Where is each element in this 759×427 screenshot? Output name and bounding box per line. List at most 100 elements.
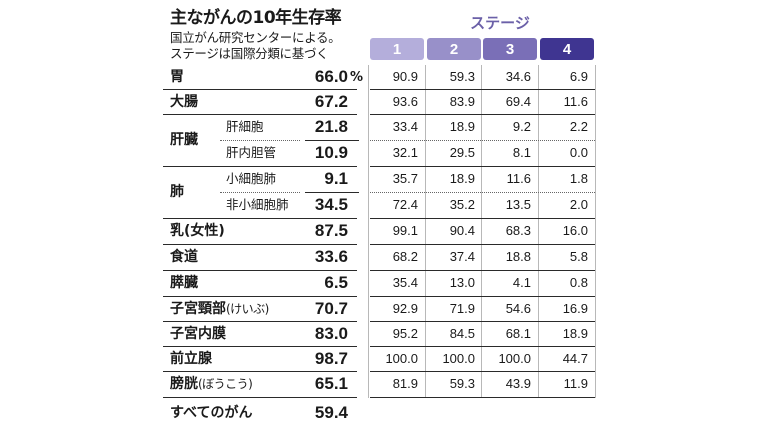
row-divider <box>305 192 359 193</box>
row-divider <box>163 296 357 297</box>
row-divider <box>370 321 595 322</box>
row-label: 前立腺 <box>170 347 212 371</box>
stage-1-value: 90.9 <box>392 69 418 84</box>
stage-2-value: 18.9 <box>449 171 475 186</box>
column-separator <box>595 65 596 398</box>
stage-2-value: 83.9 <box>449 94 475 109</box>
overall-rate: 65.1 <box>314 374 348 393</box>
row-divider-dotted <box>370 192 595 193</box>
stage-3-value: 68.3 <box>505 223 531 238</box>
row-label-text: 子宮内膜 <box>170 326 226 342</box>
row-divider-dotted <box>220 140 300 141</box>
stage-2-value: 13.0 <box>449 275 475 290</box>
total-rate: 59.4 <box>314 403 348 422</box>
stage-2-value: 35.2 <box>449 197 475 212</box>
overall-rate: 34.5 <box>314 195 348 214</box>
row-divider <box>370 218 595 219</box>
stage-1-value: 99.1 <box>392 223 418 238</box>
row-divider <box>370 89 595 90</box>
stage-4-value: 11.9 <box>563 376 588 391</box>
column-separator <box>425 65 426 398</box>
page-title: 主ながんの10年生存率 <box>170 8 342 28</box>
row-label-text: 胃 <box>170 69 184 85</box>
stage-3-header: 3 <box>483 38 537 60</box>
row-divider <box>370 270 595 271</box>
stage-1-value: 92.9 <box>392 301 418 316</box>
stage-2-value: 18.9 <box>449 119 475 134</box>
row-label: 大腸 <box>170 90 198 114</box>
stage-2-value: 90.4 <box>449 223 475 238</box>
total-label: すべてのがん <box>170 405 253 421</box>
stage-1-value: 100.0 <box>385 351 418 366</box>
stage-4-value: 0.8 <box>569 275 588 290</box>
stage-4-value: 0.0 <box>569 145 588 160</box>
stage-3-value: 68.1 <box>505 326 531 341</box>
stage-title: ステージ <box>470 14 530 32</box>
row-divider <box>163 371 357 372</box>
column-separator <box>481 65 482 398</box>
row-label-text: 膀胱 <box>170 376 198 392</box>
row-label: 膵臓 <box>170 271 198 295</box>
overall-rate: 70.7 <box>314 299 348 318</box>
row-label-text: 膵臓 <box>170 275 198 291</box>
row-divider <box>163 397 357 398</box>
stage-3-value: 34.6 <box>505 69 531 84</box>
row-sublabel: 肝細胞 <box>226 119 264 134</box>
stage-4-value: 44.7 <box>562 351 588 366</box>
column-separator <box>368 65 369 398</box>
stage-2-value: 37.4 <box>449 249 475 264</box>
row-label-text: 食道 <box>170 249 198 265</box>
stage-3-value: 54.6 <box>505 301 531 316</box>
row-label: 膀胱(ぼうこう) <box>170 372 253 396</box>
stage-4-value: 2.0 <box>569 197 588 212</box>
stage-3-value: 18.8 <box>505 249 531 264</box>
stage-1-value: 95.2 <box>392 326 418 341</box>
overall-rate: 33.6 <box>314 247 348 266</box>
row-label: 子宮内膜 <box>170 322 226 346</box>
row-label-text: 乳(女性) <box>170 223 225 239</box>
stage-4-value: 6.9 <box>569 69 588 84</box>
row-divider <box>163 346 357 347</box>
stage-4-value: 1.8 <box>569 171 588 186</box>
stage-3-value: 9.2 <box>512 119 531 134</box>
stage-4-value: 16.9 <box>562 301 588 316</box>
row-divider <box>370 397 595 398</box>
row-divider <box>305 140 359 141</box>
row-sublabel: 非小細胞肺 <box>226 197 289 212</box>
row-sublabel: 肝内胆管 <box>226 145 277 160</box>
stage-3-value: 13.5 <box>505 197 531 212</box>
stage-1-value: 33.4 <box>392 119 418 134</box>
row-divider <box>370 244 595 245</box>
subtitle-source: 国立がん研究センターによる。 <box>170 30 341 45</box>
stage-2-value: 59.3 <box>449 376 475 391</box>
row-divider <box>370 166 595 167</box>
stage-2-value: 59.3 <box>449 69 475 84</box>
row-divider <box>163 218 357 219</box>
row-label: 食道 <box>170 245 198 269</box>
overall-rate: 87.5 <box>314 221 348 240</box>
subtitle-note: ステージは国際分類に基づく <box>170 46 329 61</box>
row-divider <box>163 270 357 271</box>
row-label-note: (ぼうこう) <box>198 377 253 391</box>
overall-rate: 6.5 <box>324 273 348 292</box>
row-divider <box>370 114 595 115</box>
row-label-text: 子宮頸部 <box>170 301 226 317</box>
row-divider <box>163 114 357 115</box>
row-divider-dotted <box>220 192 300 193</box>
stage-1-value: 35.7 <box>392 171 418 186</box>
stage-2-value: 71.9 <box>449 301 475 316</box>
rate-unit: % <box>350 70 364 85</box>
overall-rate: 83.0 <box>314 324 348 343</box>
stage-4-value: 11.6 <box>563 94 588 109</box>
stage-3-value: 100.0 <box>498 351 531 366</box>
stage-1-header: 1 <box>370 38 424 60</box>
stage-1-value: 93.6 <box>392 94 418 109</box>
overall-rate: 67.2 <box>314 92 348 111</box>
column-separator <box>538 65 539 398</box>
stage-1-value: 72.4 <box>392 197 418 212</box>
stage-4-value: 2.2 <box>569 119 588 134</box>
row-divider <box>163 321 357 322</box>
stage-2-value: 100.0 <box>442 351 475 366</box>
stage-1-value: 68.2 <box>392 249 418 264</box>
row-divider <box>370 371 595 372</box>
